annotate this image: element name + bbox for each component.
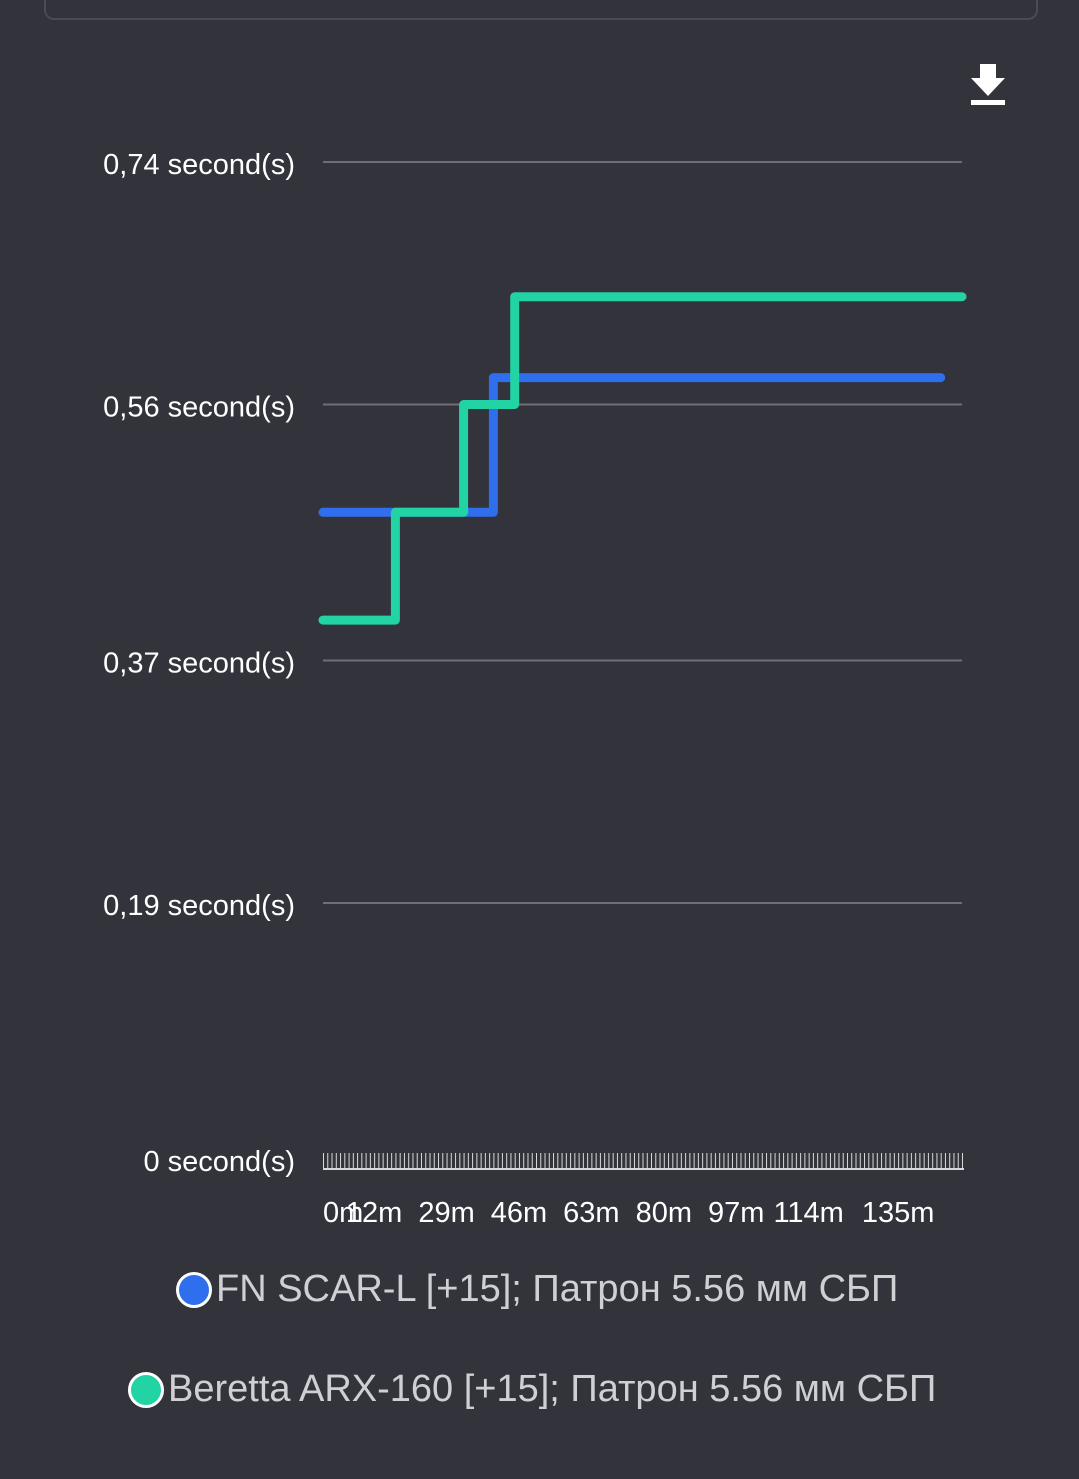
top-card [44, 0, 1038, 20]
x-tick-label: 46m [491, 1197, 547, 1229]
download-icon [971, 64, 1005, 105]
x-tick-label: 29m [418, 1197, 474, 1229]
series-line-1 [318, 373, 946, 517]
series-line-2 [318, 292, 967, 625]
legend-item-1[interactable]: FN SCAR-L [+15]; Патрон 5.56 мм СБП [176, 1268, 898, 1311]
chart: 0,74 second(s) 0,56 second(s) 0,37 second(… [0, 120, 1079, 1250]
legend-item-2[interactable]: Beretta ARX-160 [+15]; Патрон 5.56 мм СБ… [128, 1368, 936, 1411]
legend-label-2: Beretta ARX-160 [+15]; Патрон 5.56 мм СБ… [168, 1368, 937, 1410]
y-tick-label: 0,19 second(s) [103, 890, 295, 922]
y-tick-label: 0,37 second(s) [103, 648, 295, 680]
y-tick-label: 0,74 second(s) [103, 149, 295, 181]
download-button[interactable] [964, 60, 1012, 110]
x-tick-label: 63m [563, 1197, 619, 1229]
x-tick-label: 12m [346, 1197, 402, 1229]
y-tick-label: 0 second(s) [143, 1146, 295, 1178]
x-tick-label: 97m [708, 1197, 764, 1229]
x-tick-label: 80m [636, 1197, 692, 1229]
legend-label-1: FN SCAR-L [+15]; Патрон 5.56 мм СБП [216, 1268, 899, 1310]
legend-dot-1 [176, 1271, 212, 1308]
x-tick-label: 114m [773, 1197, 843, 1229]
x-tick-label: 135m [862, 1197, 935, 1229]
x-tick-label: 0m [323, 1197, 363, 1229]
y-tick-label: 0,56 second(s) [103, 392, 295, 424]
legend-dot-2 [128, 1371, 164, 1408]
chart-svg: 0,74 second(s) 0,56 second(s) 0,37 second(… [103, 149, 967, 1229]
